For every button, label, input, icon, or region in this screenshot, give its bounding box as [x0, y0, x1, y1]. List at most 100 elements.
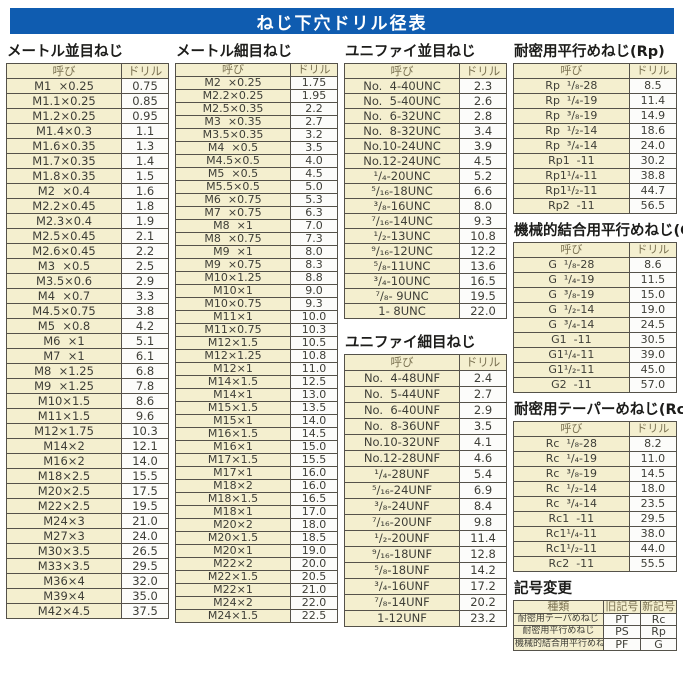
- value-cell: 22.0: [459, 303, 507, 319]
- designation-cell: M14×1: [174, 388, 292, 402]
- value-cell: 14.0: [290, 414, 338, 428]
- table-row: M2.2×0.25 1.95: [174, 89, 338, 103]
- table-row: M22×1.5 20.5: [174, 570, 338, 584]
- value-cell: 2.1: [121, 228, 169, 244]
- designation-cell: M6 ×0.75: [174, 193, 292, 207]
- designation-cell: M2.5×0.45: [5, 228, 123, 244]
- section-title-metric-coarse: メートル並目ねじ: [7, 44, 123, 60]
- column-header: 呼び: [174, 63, 292, 77]
- table-rc: 呼び ドリル Rc ¹/₈-28 8.2 Rc ¹/₄-19 11.0 Rc ³/₈-19 1…: [513, 421, 678, 572]
- table-row: No.12-28UNF 4.6: [343, 450, 507, 467]
- value-cell: 24.5: [628, 317, 678, 333]
- designation-cell: ¹/₄-20UNC: [343, 168, 461, 184]
- table-row: M39×4 35.0: [5, 588, 169, 604]
- designation-cell: M16×1: [174, 440, 292, 454]
- column-metric-fine: メートル細目ねじ 呼び ドリル M2 ×0.25 1.75 M2.2×0.25 1.95 M…: [174, 37, 338, 623]
- designation-cell: ¹/₂-20UNF: [343, 530, 461, 547]
- value-cell: 8.6: [628, 257, 678, 273]
- designation-cell: No. 8-36UNF: [343, 418, 461, 435]
- table-row: G1¹/₄-11 39.0: [513, 347, 678, 363]
- data-table: 呼び ドリル M2 ×0.25 1.75 M2.2×0.25 1.95 M2.5×0.35 2…: [174, 63, 338, 623]
- value-cell: 3.2: [290, 128, 338, 142]
- value-cell: 6.3: [290, 206, 338, 220]
- header-row: 呼び ドリル: [513, 242, 678, 258]
- column-header: 呼び: [513, 242, 630, 258]
- value-cell: 22.5: [290, 609, 338, 623]
- table-row: M5 ×0.8 4.2: [5, 318, 169, 334]
- table-row: ³/₈-24UNF 8.4: [343, 498, 507, 515]
- table-row: No. 6-32UNC 2.8: [343, 108, 507, 124]
- table-row: No.12-24UNC 4.5: [343, 153, 507, 169]
- table-row: G ¹/₂-14 19.0: [513, 302, 678, 318]
- designation-cell: ¹/₄-28UNF: [343, 466, 461, 483]
- table-row: M1.2×0.25 0.95: [5, 108, 169, 124]
- table-row: M2.6×0.45 2.2: [5, 243, 169, 259]
- designation-cell: M2.2×0.45: [5, 198, 123, 214]
- value-cell: 8.3: [290, 258, 338, 272]
- designation-cell: ³/₈-16UNC: [343, 198, 461, 214]
- designation-cell: M4 ×0.7: [5, 288, 123, 304]
- designation-cell: M10×0.75: [174, 297, 292, 311]
- column-header: 呼び: [343, 63, 461, 79]
- value-cell: 2.2: [290, 102, 338, 116]
- column-header: 種類: [513, 600, 604, 614]
- table-row: ⁷/₈- 9UNC 19.5: [343, 288, 507, 304]
- table-row: M18×1 17.0: [174, 505, 338, 519]
- designation-cell: M2.2×0.25: [174, 89, 292, 103]
- table-row: Rc ¹/₂-14 18.0: [513, 481, 678, 497]
- table-row: M10×1.5 8.6: [5, 393, 169, 409]
- value-cell: 23.5: [628, 496, 678, 512]
- value-cell: 17.5: [121, 483, 169, 499]
- table-row: No. 4-48UNF 2.4: [343, 370, 507, 387]
- value-cell: 3.4: [459, 123, 507, 139]
- value-cell: 12.2: [459, 243, 507, 259]
- value-cell: 17.2: [459, 578, 507, 595]
- table-symbol-change: 種類 旧記号 新記号 耐密用テーパめねじ PT Rc 耐密用平行めねじ PS Rp 機械的結合用平…: [513, 600, 677, 652]
- value-cell: 18.0: [628, 481, 678, 497]
- table-row: M8 ×0.75 7.3: [174, 232, 338, 246]
- designation-cell: M8 ×1.25: [5, 363, 123, 379]
- table-row: G1¹/₂-11 45.0: [513, 362, 678, 378]
- table-row: M33×3.5 29.5: [5, 558, 169, 574]
- table-row: 機械的結合用平行めねじPFG: [513, 637, 677, 652]
- value-cell: 17.0: [290, 505, 338, 519]
- column-header: 新記号: [640, 600, 677, 614]
- value-cell: 55.5: [628, 556, 678, 572]
- value-cell: 13.5: [290, 401, 338, 415]
- value-cell: 14.9: [628, 108, 678, 124]
- table-row: 1-12UNF 23.2: [343, 610, 507, 627]
- designation-cell: No. 6-32UNC: [343, 108, 461, 124]
- value-cell: 12.8: [459, 546, 507, 563]
- value-cell: 3.5: [459, 418, 507, 435]
- data-table: 呼び ドリル M1 ×0.25 0.75 M1.1×0.25 0.85 M1.2×0.25 0…: [5, 63, 169, 619]
- table-row: M6 ×0.75 5.3: [174, 193, 338, 207]
- designation-cell: 機械的結合用平行めねじ: [513, 637, 604, 652]
- designation-cell: M24×1.5: [174, 609, 292, 623]
- column-header: ドリル: [628, 242, 678, 258]
- designation-cell: M3.5×0.6: [5, 273, 123, 289]
- value-cell: 15.0: [290, 440, 338, 454]
- value-cell: 7.8: [121, 378, 169, 394]
- designation-cell: Rp ³/₄-14: [513, 138, 630, 154]
- table-row: M16×2 14.0: [5, 453, 169, 469]
- table-row: M3.5×0.35 3.2: [174, 128, 338, 142]
- table-row: M4.5×0.5 4.0: [174, 154, 338, 168]
- value-cell: 1.95: [290, 89, 338, 103]
- designation-cell: M12×1.75: [5, 423, 123, 439]
- table-row: ⁷/₁₆-20UNF 9.8: [343, 514, 507, 531]
- designation-cell: ⁷/₁₆-14UNC: [343, 213, 461, 229]
- value-cell: Rc: [640, 612, 677, 627]
- table-row: Rc ³/₄-14 23.5: [513, 496, 678, 512]
- table-row: M18×2.5 15.5: [5, 468, 169, 484]
- value-cell: 12.1: [121, 438, 169, 454]
- value-cell: 5.3: [290, 193, 338, 207]
- column-header: ドリル: [459, 354, 507, 371]
- value-cell: 2.4: [459, 370, 507, 387]
- table-row: M14×2 12.1: [5, 438, 169, 454]
- designation-cell: Rp1¹/₂-11: [513, 183, 630, 199]
- designation-cell: ⁵/₈-18UNF: [343, 562, 461, 579]
- value-cell: 2.3: [459, 78, 507, 94]
- section-title-unified-fine: ユニファイ細目ねじ: [345, 335, 476, 351]
- value-cell: 35.0: [121, 588, 169, 604]
- value-cell: 20.0: [290, 557, 338, 571]
